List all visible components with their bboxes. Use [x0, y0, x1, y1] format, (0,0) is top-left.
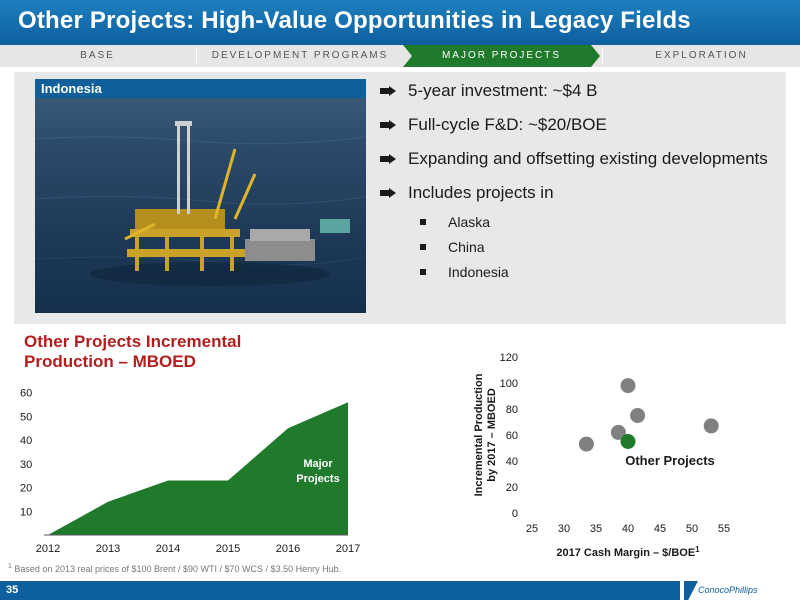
area-x-tick: 2012	[36, 543, 60, 555]
scatter-point	[703, 418, 719, 434]
area-y-tick: 10	[20, 506, 32, 518]
bullet-text: Includes projects in	[408, 183, 554, 202]
sub-bullet-alaska: Alaska	[420, 212, 780, 232]
section-nav: BASE DEVELOPMENT PROGRAMS EXPLORATION	[0, 45, 800, 67]
nav-item-major-projects-label: MAJOR PROJECTS	[441, 50, 562, 61]
nav-item-base[interactable]: BASE	[80, 50, 115, 61]
scatter-y-tick: 40	[506, 456, 518, 468]
page-number: 35	[6, 584, 19, 596]
bullet-text: Full-cycle F&D: ~$20/BOE	[408, 115, 607, 134]
scatter-point	[620, 378, 636, 394]
scatter-x-axis-title-sup: 1	[695, 545, 700, 554]
scatter-point	[630, 408, 646, 423]
scatter-y-axis-title: Incremental Production	[473, 373, 485, 496]
area-x-tick: 2014	[156, 543, 180, 555]
bullet-fd-cost: Full-cycle F&D: ~$20/BOE	[380, 114, 780, 136]
scatter-y-tick: 120	[500, 352, 518, 364]
logo-swoosh-icon	[684, 581, 698, 600]
photo-location-label: Indonesia	[35, 79, 366, 98]
scatter-y-axis-title: by 2017 – MBOED	[486, 388, 498, 482]
logo-text: ConocoPhillips	[698, 585, 758, 595]
nav-divider	[602, 48, 603, 64]
arrow-bullet-icon	[380, 86, 396, 96]
scatter-x-tick: 40	[622, 523, 634, 535]
area-y-tick: 60	[20, 388, 32, 400]
area-series-label: Projects	[296, 473, 339, 485]
nav-item-development-programs[interactable]: DEVELOPMENT PROGRAMS	[211, 50, 389, 61]
area-x-tick: 2015	[216, 543, 240, 555]
bullet-text: 5-year investment: ~$4 B	[408, 81, 598, 100]
area-y-tick: 50	[20, 411, 32, 423]
offshore-platform-illustration	[35, 121, 366, 286]
scatter-y-tick: 80	[506, 404, 518, 416]
sub-bullet-indonesia: Indonesia	[420, 262, 780, 282]
area-series-label: Major	[303, 458, 333, 470]
footnote-marker: 1	[8, 563, 12, 570]
slide-footer: 35 ConocoPhillips	[0, 581, 800, 600]
scatter-x-tick: 35	[590, 523, 602, 535]
arrow-bullet-icon	[380, 120, 396, 130]
slide-header: Other Projects: High-Value Opportunities…	[0, 0, 800, 45]
scatter-point-highlight	[620, 434, 636, 449]
arrow-bullet-icon	[380, 188, 396, 198]
area-series-major-projects	[48, 402, 348, 535]
company-logo: ConocoPhillips	[680, 581, 800, 600]
highlight-label: Other Projects	[625, 453, 715, 468]
bullet-list: 5-year investment: ~$4 B Full-cycle F&D:…	[380, 80, 780, 287]
nav-item-major-projects[interactable]: MAJOR PROJECTS	[403, 45, 600, 67]
scatter-x-tick: 55	[718, 523, 730, 535]
bullet-investment: 5-year investment: ~$4 B	[380, 80, 780, 102]
bullet-text: Expanding and offsetting existing develo…	[408, 149, 768, 168]
sub-bullet-china: China	[420, 237, 780, 257]
scatter-point	[610, 424, 626, 440]
scatter-y-tick: 0	[512, 508, 518, 520]
scatter-chart: 0 20 40 60 80 100 120 25 30 35 40 45 50 55 Other Proje…	[473, 352, 730, 559]
area-x-tick: 2013	[96, 543, 120, 555]
footnote: 1 Based on 2013 real prices of $100 Bren…	[8, 563, 341, 574]
scatter-x-tick: 50	[686, 523, 698, 535]
offshore-platform-photo	[35, 79, 366, 313]
area-x-tick: 2016	[276, 543, 300, 555]
scatter-x-tick: 30	[558, 523, 570, 535]
scatter-x-tick: 25	[526, 523, 538, 535]
scatter-y-tick: 20	[506, 482, 518, 494]
bullet-includes: Includes projects in	[380, 182, 780, 204]
arrow-bullet-icon	[380, 154, 396, 164]
sub-bullet-list: Alaska China Indonesia	[380, 212, 780, 282]
area-chart-title: Other Projects Incremental Production – …	[24, 332, 242, 371]
scatter-y-tick: 100	[500, 378, 518, 390]
area-y-tick: 20	[20, 483, 32, 495]
area-y-tick: 30	[20, 459, 32, 471]
footnote-text: Based on 2013 real prices of $100 Brent …	[14, 564, 342, 574]
scatter-x-tick: 45	[654, 523, 666, 535]
area-chart: 10 20 30 40 50 60 2012 2013 2014 2015 2016 2017 Majo…	[20, 388, 360, 555]
nav-item-exploration[interactable]: EXPLORATION	[655, 50, 748, 61]
scatter-x-axis-title: 2017 Cash Margin – $/BOE1	[556, 545, 700, 559]
area-x-tick: 2017	[336, 543, 360, 555]
nav-divider	[196, 48, 197, 64]
scatter-y-tick: 60	[506, 430, 518, 442]
scatter-point	[578, 436, 594, 452]
area-y-tick: 40	[20, 435, 32, 447]
slide-title: Other Projects: High-Value Opportunities…	[18, 7, 691, 34]
bullet-expanding: Expanding and offsetting existing develo…	[380, 148, 780, 170]
